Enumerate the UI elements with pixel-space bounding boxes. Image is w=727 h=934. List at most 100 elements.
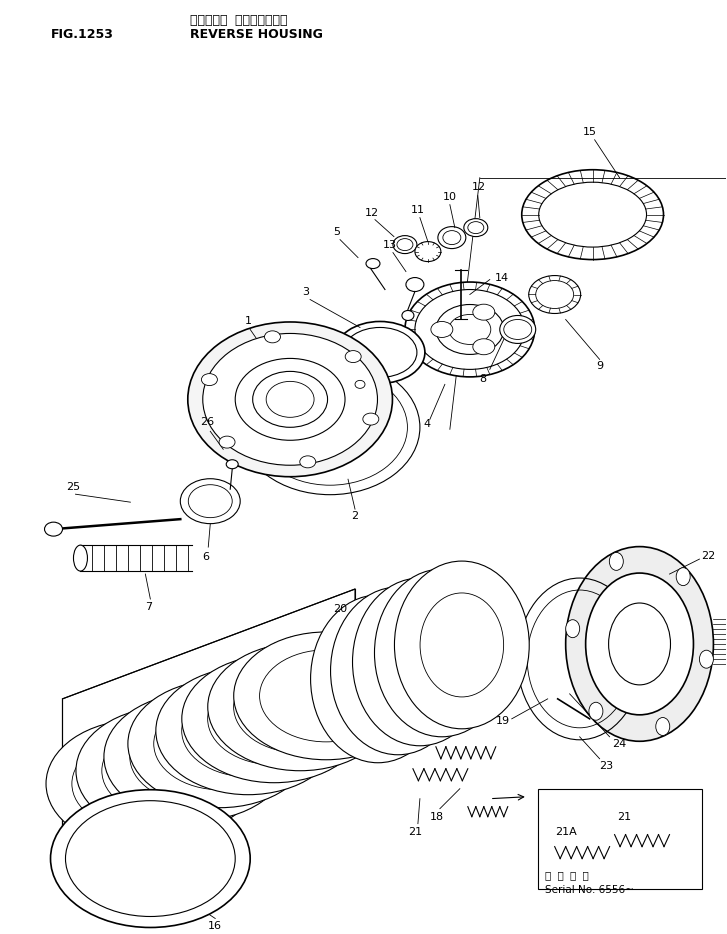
Ellipse shape xyxy=(335,321,425,383)
Ellipse shape xyxy=(265,331,281,343)
Ellipse shape xyxy=(464,219,488,236)
Text: 1: 1 xyxy=(245,317,252,327)
Text: 20: 20 xyxy=(333,604,347,614)
Ellipse shape xyxy=(345,350,361,362)
Text: 適 用 番 号: 適 用 番 号 xyxy=(545,870,588,881)
Text: 16: 16 xyxy=(208,922,222,931)
Ellipse shape xyxy=(156,667,340,795)
Ellipse shape xyxy=(44,522,63,536)
Ellipse shape xyxy=(522,170,664,260)
Ellipse shape xyxy=(72,738,205,829)
Ellipse shape xyxy=(260,650,393,742)
Ellipse shape xyxy=(473,304,495,320)
Ellipse shape xyxy=(266,381,314,417)
Text: 19: 19 xyxy=(496,715,510,726)
Text: 21A: 21A xyxy=(555,827,577,837)
Ellipse shape xyxy=(393,235,417,254)
Ellipse shape xyxy=(676,568,690,586)
Text: 9: 9 xyxy=(596,361,603,372)
Ellipse shape xyxy=(415,242,441,262)
Ellipse shape xyxy=(331,587,465,755)
Ellipse shape xyxy=(586,573,694,715)
Text: 21: 21 xyxy=(617,812,632,822)
Ellipse shape xyxy=(405,282,535,377)
Bar xyxy=(538,788,702,888)
Ellipse shape xyxy=(208,672,341,765)
Ellipse shape xyxy=(208,643,393,771)
Ellipse shape xyxy=(656,717,670,735)
Ellipse shape xyxy=(449,315,491,345)
Ellipse shape xyxy=(153,698,286,790)
Text: 11: 11 xyxy=(411,205,425,215)
Ellipse shape xyxy=(65,800,236,916)
Ellipse shape xyxy=(473,339,495,355)
Ellipse shape xyxy=(188,322,393,476)
Ellipse shape xyxy=(343,328,417,377)
Text: 8: 8 xyxy=(479,375,486,385)
Ellipse shape xyxy=(431,321,453,337)
Ellipse shape xyxy=(589,702,603,720)
Ellipse shape xyxy=(46,720,230,848)
Text: 24: 24 xyxy=(613,739,627,749)
Text: 10: 10 xyxy=(443,191,457,202)
Text: 3: 3 xyxy=(302,287,310,296)
Text: 12: 12 xyxy=(365,207,379,218)
Ellipse shape xyxy=(499,316,536,344)
Ellipse shape xyxy=(128,680,313,808)
Text: 12: 12 xyxy=(472,182,486,191)
Ellipse shape xyxy=(300,456,316,468)
Ellipse shape xyxy=(504,319,531,339)
Ellipse shape xyxy=(529,276,581,314)
Text: Serial No. 6556~: Serial No. 6556~ xyxy=(545,884,633,895)
Ellipse shape xyxy=(219,436,235,448)
Ellipse shape xyxy=(50,790,250,927)
Text: 15: 15 xyxy=(582,127,597,136)
Ellipse shape xyxy=(104,693,289,821)
Text: 14: 14 xyxy=(495,273,509,283)
Text: 18: 18 xyxy=(430,812,444,822)
Text: 5: 5 xyxy=(334,227,340,236)
Ellipse shape xyxy=(468,221,483,234)
Ellipse shape xyxy=(203,333,377,465)
Ellipse shape xyxy=(539,182,646,248)
Ellipse shape xyxy=(420,593,504,697)
Text: FIG.1253: FIG.1253 xyxy=(50,28,113,41)
Ellipse shape xyxy=(233,661,366,753)
Ellipse shape xyxy=(608,603,670,685)
Text: 2: 2 xyxy=(351,511,358,521)
Ellipse shape xyxy=(443,231,461,245)
Ellipse shape xyxy=(415,290,525,369)
Ellipse shape xyxy=(406,277,424,291)
Ellipse shape xyxy=(397,238,413,250)
Ellipse shape xyxy=(102,725,235,816)
Ellipse shape xyxy=(236,359,345,440)
Text: 7: 7 xyxy=(145,602,152,612)
Ellipse shape xyxy=(402,310,414,320)
Ellipse shape xyxy=(438,227,466,248)
Ellipse shape xyxy=(436,304,504,354)
Ellipse shape xyxy=(356,619,440,723)
Ellipse shape xyxy=(699,650,713,668)
Ellipse shape xyxy=(182,685,315,777)
Ellipse shape xyxy=(336,627,419,731)
Ellipse shape xyxy=(378,610,462,714)
Ellipse shape xyxy=(353,578,487,745)
Text: リハ゛ース ハウシ゛ンク゛: リハ゛ース ハウシ゛ンク゛ xyxy=(190,14,288,27)
Ellipse shape xyxy=(566,546,713,742)
Text: 21: 21 xyxy=(408,827,422,837)
Ellipse shape xyxy=(566,619,579,638)
Text: REVERSE HOUSING: REVERSE HOUSING xyxy=(190,28,324,41)
Ellipse shape xyxy=(76,707,261,835)
Ellipse shape xyxy=(130,711,262,802)
Ellipse shape xyxy=(609,552,623,571)
Ellipse shape xyxy=(536,280,574,308)
Text: 6: 6 xyxy=(202,552,209,562)
Text: 22: 22 xyxy=(702,551,715,561)
Ellipse shape xyxy=(253,372,328,427)
Text: 25: 25 xyxy=(66,482,81,492)
Ellipse shape xyxy=(73,545,87,571)
Ellipse shape xyxy=(363,413,379,425)
Text: 4: 4 xyxy=(423,419,430,430)
Ellipse shape xyxy=(395,561,529,729)
Ellipse shape xyxy=(226,460,238,469)
